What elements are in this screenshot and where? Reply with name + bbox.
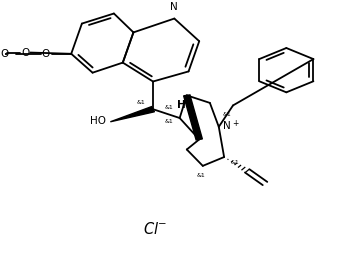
Text: O: O — [1, 49, 9, 59]
Text: O: O — [21, 47, 29, 58]
Text: N: N — [170, 2, 178, 12]
Text: &1: &1 — [165, 119, 173, 124]
Text: HO: HO — [90, 116, 106, 126]
Text: H: H — [177, 100, 186, 110]
Text: &1: &1 — [222, 112, 231, 117]
Text: O: O — [42, 49, 50, 59]
Text: &1: &1 — [136, 100, 145, 105]
Text: Cl$^{-}$: Cl$^{-}$ — [143, 221, 167, 237]
Text: +: + — [232, 119, 239, 128]
Text: &1: &1 — [231, 160, 239, 165]
Text: &1: &1 — [197, 173, 205, 178]
Text: N: N — [223, 121, 231, 131]
Polygon shape — [184, 95, 203, 140]
Polygon shape — [110, 107, 155, 122]
Text: &1: &1 — [165, 105, 173, 110]
